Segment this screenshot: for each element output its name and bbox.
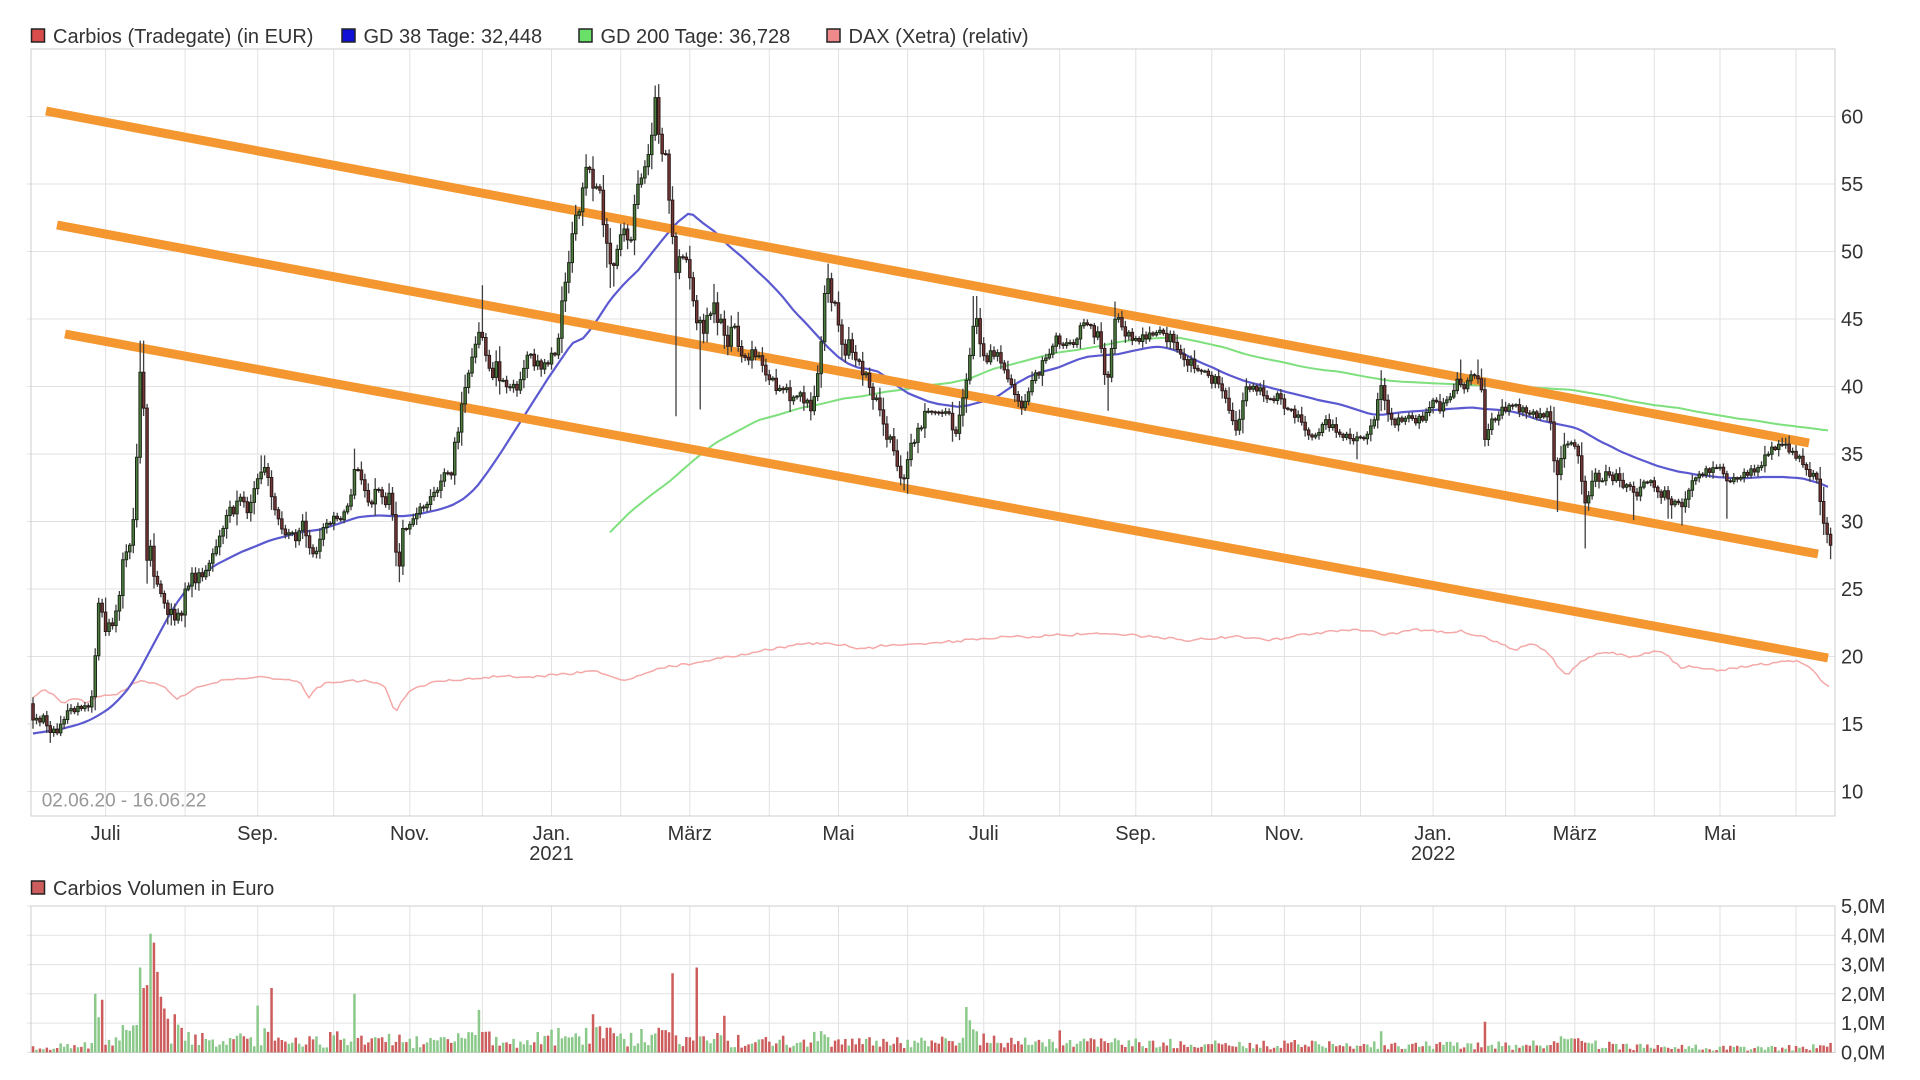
svg-text:GD 200 Tage: 36,728: GD 200 Tage: 36,728 — [601, 26, 791, 48]
svg-text:2,0M: 2,0M — [1841, 984, 1885, 1006]
svg-text:40: 40 — [1841, 377, 1863, 399]
svg-text:4,0M: 4,0M — [1841, 925, 1885, 947]
svg-text:GD 38 Tage: 32,448: GD 38 Tage: 32,448 — [364, 26, 543, 48]
svg-text:35: 35 — [1841, 444, 1863, 466]
svg-text:2021: 2021 — [529, 843, 574, 865]
svg-text:März: März — [1553, 823, 1597, 845]
svg-text:Nov.: Nov. — [390, 823, 430, 845]
svg-text:Carbios (Tradegate) (in EUR): Carbios (Tradegate) (in EUR) — [53, 26, 313, 48]
svg-text:Sep.: Sep. — [1115, 823, 1156, 845]
svg-text:10: 10 — [1841, 782, 1863, 804]
svg-text:Jan.: Jan. — [533, 823, 571, 845]
svg-text:25: 25 — [1841, 579, 1863, 601]
svg-text:50: 50 — [1841, 242, 1863, 264]
svg-text:Carbios Volumen in Euro: Carbios Volumen in Euro — [53, 878, 274, 900]
svg-text:Nov.: Nov. — [1265, 823, 1305, 845]
svg-text:30: 30 — [1841, 512, 1863, 534]
svg-text:55: 55 — [1841, 174, 1863, 196]
svg-text:1,0M: 1,0M — [1841, 1013, 1885, 1035]
svg-text:Juli: Juli — [91, 823, 121, 845]
svg-text:März: März — [668, 823, 712, 845]
svg-text:2022: 2022 — [1411, 843, 1456, 865]
svg-text:Sep.: Sep. — [237, 823, 278, 845]
svg-text:02.06.20 - 16.06.22: 02.06.20 - 16.06.22 — [42, 791, 207, 812]
svg-text:0,0M: 0,0M — [1841, 1042, 1885, 1064]
svg-text:3,0M: 3,0M — [1841, 955, 1885, 977]
svg-text:45: 45 — [1841, 309, 1863, 331]
svg-text:Jan.: Jan. — [1414, 823, 1452, 845]
svg-text:Juli: Juli — [969, 823, 999, 845]
svg-text:Mai: Mai — [1704, 823, 1736, 845]
svg-text:15: 15 — [1841, 714, 1863, 736]
svg-text:20: 20 — [1841, 647, 1863, 669]
svg-text:60: 60 — [1841, 107, 1863, 129]
svg-text:5,0M: 5,0M — [1841, 896, 1885, 918]
svg-text:DAX (Xetra) (relativ): DAX (Xetra) (relativ) — [849, 26, 1029, 48]
svg-text:Mai: Mai — [822, 823, 854, 845]
